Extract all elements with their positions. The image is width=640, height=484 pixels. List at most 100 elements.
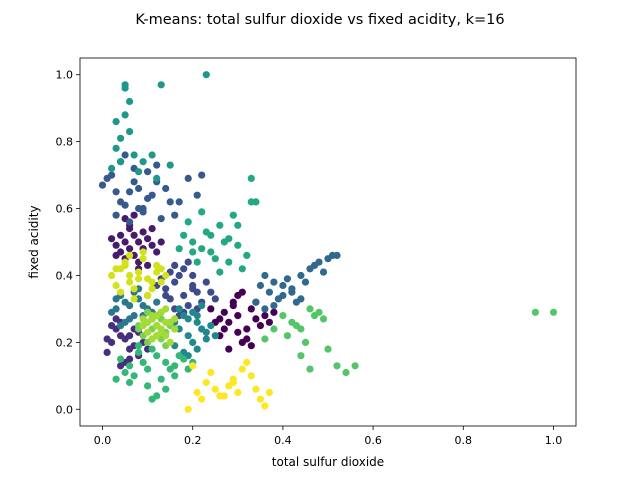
data-point: [117, 362, 125, 370]
data-points: [98, 71, 558, 413]
data-point: [112, 315, 120, 323]
data-point: [202, 378, 210, 387]
data-point: [126, 245, 134, 253]
data-point: [261, 402, 269, 410]
data-point: [531, 308, 540, 316]
data-point: [162, 318, 170, 326]
data-point: [121, 261, 129, 269]
data-point: [130, 211, 138, 219]
data-point: [112, 211, 120, 219]
data-point: [549, 308, 558, 316]
data-point: [126, 362, 134, 370]
data-point: [243, 358, 251, 366]
data-point: [153, 322, 161, 330]
data-point: [189, 285, 197, 293]
data-point: [180, 291, 188, 300]
data-point: [225, 345, 233, 353]
data-point: [310, 312, 319, 320]
data-point: [112, 144, 120, 152]
data-point: [351, 362, 359, 370]
data-point: [157, 238, 165, 246]
data-point: [148, 312, 156, 320]
data-point: [103, 335, 111, 343]
data-point: [171, 372, 179, 380]
data-point: [144, 261, 152, 269]
data-point: [157, 278, 165, 286]
y-tick-label: 0.6: [56, 203, 74, 216]
data-point: [238, 288, 246, 296]
data-point: [130, 285, 138, 293]
data-point: [112, 295, 120, 303]
data-point: [121, 111, 129, 119]
data-point: [126, 278, 134, 286]
data-point: [126, 302, 134, 310]
data-point: [247, 372, 255, 380]
data-point: [135, 275, 143, 283]
data-point: [166, 198, 174, 206]
data-point: [225, 318, 233, 326]
data-point: [126, 378, 134, 387]
data-point: [112, 188, 120, 196]
data-point: [310, 261, 319, 269]
data-point: [189, 271, 197, 280]
data-point: [108, 235, 116, 243]
data-point: [108, 308, 116, 316]
data-point: [121, 84, 129, 92]
data-point: [139, 315, 147, 323]
data-point: [126, 332, 134, 340]
y-tick-label: 0.0: [56, 403, 74, 416]
data-point: [175, 198, 183, 206]
data-point: [162, 184, 170, 193]
data-point: [279, 312, 287, 320]
data-point: [306, 305, 314, 313]
data-point: [202, 328, 210, 336]
data-point: [184, 174, 192, 182]
data-point: [126, 188, 134, 196]
data-point: [207, 322, 215, 330]
data-point: [112, 241, 120, 249]
data-point: [144, 328, 152, 336]
data-point: [198, 171, 206, 179]
y-axis-label: fixed acidity: [27, 205, 41, 278]
data-point: [148, 345, 156, 353]
data-point: [292, 322, 300, 330]
data-point: [121, 238, 129, 246]
data-point: [234, 312, 242, 320]
data-point: [130, 372, 138, 380]
data-point: [117, 158, 125, 166]
data-point: [108, 271, 116, 280]
data-point: [148, 151, 156, 159]
data-point: [238, 365, 246, 373]
data-point: [162, 385, 170, 393]
data-point: [247, 174, 255, 182]
y-tick-label: 0.2: [56, 336, 74, 349]
data-point: [175, 271, 183, 280]
data-point: [297, 295, 305, 303]
data-point: [126, 97, 134, 106]
y-tick-label: 0.8: [56, 136, 74, 149]
data-point: [117, 134, 125, 142]
data-point: [211, 332, 219, 340]
data-point: [247, 305, 255, 313]
data-point: [108, 322, 116, 330]
data-point: [162, 285, 170, 293]
data-point: [283, 332, 291, 340]
data-point: [261, 335, 269, 343]
data-point: [198, 302, 206, 310]
data-point: [175, 245, 183, 253]
data-point: [153, 268, 161, 276]
data-point: [157, 375, 165, 383]
data-point: [270, 278, 278, 286]
x-axis-ticks: 0.0 0.2 0.4 0.6 0.8 1.0: [94, 426, 562, 447]
data-point: [171, 211, 179, 219]
data-point: [184, 258, 192, 266]
data-point: [252, 198, 260, 206]
data-point: [148, 285, 156, 293]
data-point: [270, 325, 278, 333]
data-point: [144, 291, 152, 300]
data-point: [117, 322, 125, 330]
data-point: [126, 218, 134, 226]
data-point: [144, 382, 152, 390]
data-point: [166, 161, 174, 169]
data-point: [184, 405, 192, 413]
